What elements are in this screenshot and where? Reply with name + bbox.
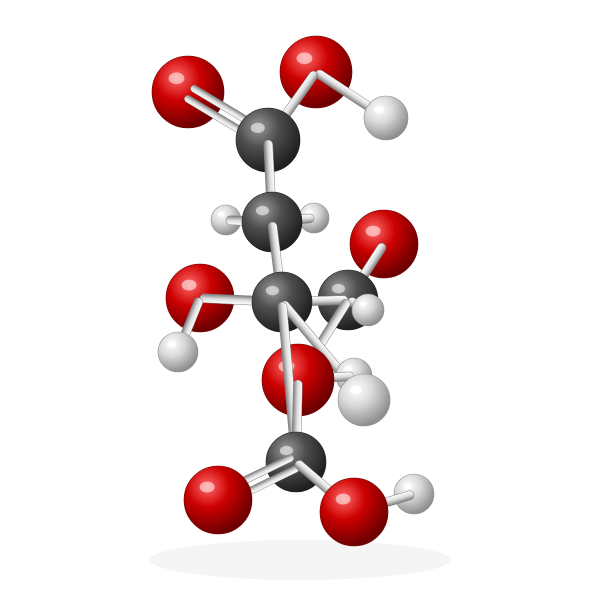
specular-highlight: [336, 494, 351, 505]
hydrogen-atom: [158, 332, 198, 372]
specular-highlight: [251, 123, 265, 133]
specular-highlight: [403, 483, 412, 489]
hydrogen-atom: [364, 96, 408, 140]
specular-highlight: [297, 53, 313, 65]
hydrogen-atom: [352, 294, 384, 326]
specular-highlight: [266, 286, 279, 296]
specular-highlight: [256, 206, 269, 216]
specular-highlight: [344, 366, 352, 372]
specular-highlight: [280, 446, 293, 456]
specular-highlight: [359, 301, 366, 306]
specular-highlight: [350, 386, 361, 394]
specular-highlight: [169, 73, 185, 85]
oxygen-atom: [320, 478, 388, 546]
specular-highlight: [182, 280, 197, 291]
hydrogen-atom: [338, 374, 390, 426]
specular-highlight: [218, 212, 225, 217]
molecule-diagram: [0, 0, 600, 600]
floor-shadow: [150, 540, 450, 580]
specular-highlight: [366, 226, 381, 237]
specular-highlight: [374, 106, 384, 113]
specular-highlight: [200, 482, 215, 493]
specular-highlight: [167, 341, 176, 347]
specular-highlight: [332, 284, 345, 294]
oxygen-atom: [184, 466, 252, 534]
